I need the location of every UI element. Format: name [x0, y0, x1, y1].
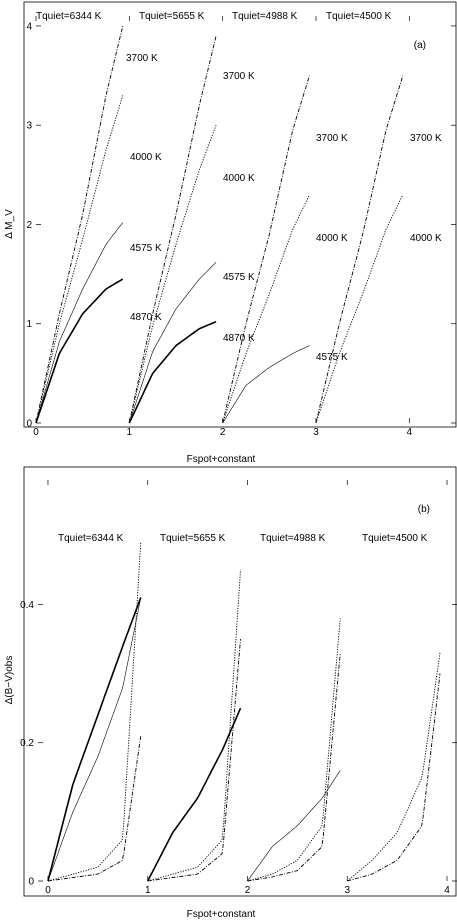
series-line [35, 278, 124, 424]
x-tick-label: 0 [45, 885, 51, 896]
y-tick-label: 3 [26, 121, 32, 132]
x-tick-label: 4 [444, 885, 450, 896]
panel-b-curves [47, 542, 441, 882]
y-tick-label: 0 [28, 877, 34, 888]
tquiet-label: Tquiet=4500 K [326, 11, 392, 22]
x-tick-label: 4 [407, 427, 413, 438]
curve-label: 4000 K [223, 173, 255, 184]
panel-a-label: (a) [414, 40, 426, 51]
y-tick-label: 1 [26, 319, 32, 330]
curve-label: 4000 K [410, 233, 442, 244]
panel-a-curve-labels: 3700 K 4000 K 4575 K 4870 K 3700 K 4000 K 4575… [126, 53, 442, 363]
curve-label: 3700 K [316, 133, 348, 144]
y-tick-label: 2 [26, 220, 32, 231]
panel-b: (b) Fspot+constant Δ(B−V)obs 0 1 2 3 4 0 0.2 0.… [4, 466, 457, 920]
curve-label: 4575 K [223, 272, 255, 283]
x-tick-label: 3 [344, 885, 350, 896]
series-line [47, 735, 142, 882]
panel-a-xlabel: Fspot+constant [187, 454, 256, 465]
curve-label: 4000 K [130, 152, 162, 163]
series-line [128, 125, 217, 424]
series-line [222, 75, 310, 424]
tquiet-label: Tquiet=4500 K [362, 533, 428, 544]
panel-a-tquiet-labels: Tquiet=6344 K Tquiet=5655 K Tquiet=4988 K T… [36, 11, 392, 22]
series-line [147, 638, 241, 882]
x-tick-label: 0 [33, 427, 39, 438]
curve-label: 4575 K [316, 352, 348, 363]
series-line [146, 707, 242, 882]
curve-label: 3700 K [410, 133, 442, 144]
y-tick-label: 0 [26, 419, 32, 430]
curve-label: 4000 K [316, 233, 348, 244]
series-line [315, 194, 404, 424]
panel-b-ylabel: Δ(B−V)obs [4, 656, 15, 705]
series-line [347, 652, 441, 882]
tquiet-label: Tquiet=6344 K [36, 11, 102, 22]
panel-b-ticks: 0 1 2 3 4 0 0.2 0.4 [20, 480, 457, 896]
x-tick-label: 2 [245, 885, 251, 896]
series-line [128, 35, 217, 424]
tquiet-label: Tquiet=4988 K [232, 11, 298, 22]
series-line [35, 25, 124, 424]
series-line [247, 770, 341, 882]
curve-label: 3700 K [223, 71, 255, 82]
curve-label: 4870 K [223, 333, 255, 344]
series-line [222, 194, 310, 424]
x-tick-label: 2 [220, 427, 226, 438]
tquiet-label: Tquiet=5655 K [160, 533, 226, 544]
series-line [35, 222, 124, 424]
y-axis-title: Δ(B−V)obs [4, 656, 15, 705]
y-tick-label: 0.4 [20, 600, 34, 611]
series-line [247, 652, 341, 882]
panel-b-tquiet-labels: Tquiet=6344 K Tquiet=5655 K Tquiet=4988 K T… [58, 533, 428, 544]
panel-a: (a) Fspot+constant Δ M_V 0 1 2 3 4 0 1 2 3 4 3700… [4, 1, 457, 465]
series-line [147, 569, 241, 882]
y-tick-label: 0.2 [20, 738, 34, 749]
panel-a-ylabel: Δ M_V [4, 209, 15, 239]
series-line [47, 542, 142, 882]
series-line [35, 95, 124, 424]
y-tick-label: 4 [26, 21, 32, 32]
series-line [247, 618, 341, 882]
tquiet-label: Tquiet=4988 K [260, 533, 326, 544]
series-line [47, 597, 142, 882]
curve-label: 4870 K [130, 312, 162, 323]
panel-b-frame [23, 466, 457, 897]
series-line [47, 597, 142, 882]
series-line [315, 75, 404, 424]
series-line [222, 345, 310, 424]
curve-label: 3700 K [126, 53, 158, 64]
tquiet-label: Tquiet=5655 K [139, 11, 205, 22]
panel-b-xlabel: Fspot+constant [187, 909, 256, 920]
series-line [128, 320, 217, 424]
series-line [129, 261, 217, 424]
panel-a-ticks: 0 1 2 3 4 0 1 2 3 4 [26, 16, 456, 438]
tquiet-label: Tquiet=6344 K [58, 533, 124, 544]
y-axis-title: Δ M_V [4, 209, 15, 239]
panel-a-frame [23, 1, 457, 428]
x-tick-label: 3 [313, 427, 319, 438]
curve-label: 4575 K [130, 243, 162, 254]
x-tick-label: 1 [145, 885, 151, 896]
panel-a-curves [35, 25, 404, 424]
series-line [347, 673, 441, 882]
x-tick-label: 1 [127, 427, 133, 438]
panel-b-label: (b) [418, 504, 430, 515]
